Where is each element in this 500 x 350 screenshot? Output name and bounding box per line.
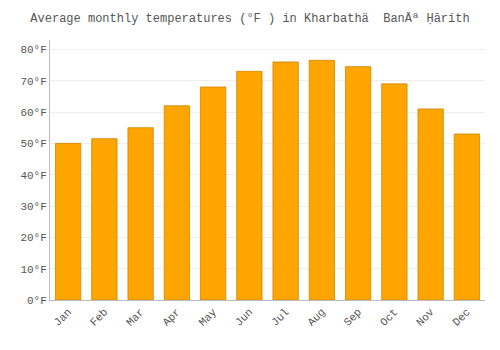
svg-text:0°F: 0°F [27, 295, 47, 307]
svg-text:Oct: Oct [378, 306, 400, 328]
svg-text:Apr: Apr [160, 306, 182, 328]
svg-text:Feb: Feb [88, 306, 110, 328]
svg-text:60°F: 60°F [20, 107, 46, 119]
svg-text:80°F: 80°F [20, 44, 46, 56]
svg-text:Jan: Jan [52, 306, 74, 328]
svg-text:10°F: 10°F [20, 264, 46, 276]
svg-text:20°F: 20°F [20, 232, 46, 244]
svg-text:40°F: 40°F [20, 170, 46, 182]
svg-text:Average monthly temperatures (: Average monthly temperatures (°F ) in Kh… [30, 12, 469, 26]
svg-text:Nov: Nov [414, 306, 437, 329]
svg-text:Jun: Jun [233, 306, 255, 328]
svg-text:May: May [197, 306, 220, 329]
svg-text:70°F: 70°F [20, 76, 46, 88]
svg-text:Sep: Sep [342, 306, 364, 328]
svg-text:Mar: Mar [124, 306, 146, 328]
svg-text:Dec: Dec [450, 306, 472, 328]
svg-text:30°F: 30°F [20, 201, 46, 213]
svg-text:Aug: Aug [305, 306, 327, 328]
svg-text:50°F: 50°F [20, 138, 46, 150]
svg-text:Jul: Jul [269, 306, 291, 328]
